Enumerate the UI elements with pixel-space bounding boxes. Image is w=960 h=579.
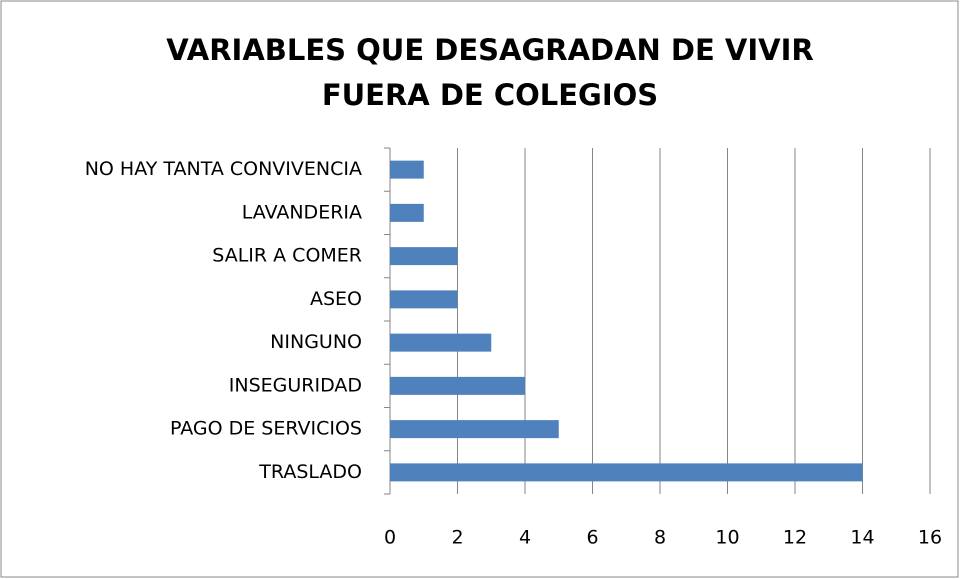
x-tick-label: 12 bbox=[783, 527, 807, 549]
chart-title: VARIABLES QUE DESAGRADAN DE VIVIR bbox=[166, 33, 813, 67]
chart-title: FUERA DE COLEGIOS bbox=[322, 78, 658, 112]
y-tick-label: NO HAY TANTA CONVIVENCIA bbox=[85, 158, 362, 180]
bar bbox=[390, 333, 492, 352]
x-tick-label: 4 bbox=[519, 527, 531, 549]
y-tick-label: ASEO bbox=[310, 288, 362, 310]
x-tick-label: 10 bbox=[715, 527, 739, 549]
y-tick-label: NINGUNO bbox=[270, 331, 362, 353]
bar bbox=[390, 420, 559, 439]
bar bbox=[390, 290, 458, 309]
x-tick-label: 2 bbox=[451, 527, 463, 549]
bar bbox=[390, 203, 424, 222]
bar bbox=[390, 376, 525, 395]
y-tick-label: PAGO DE SERVICIOS bbox=[170, 418, 362, 440]
x-tick-label: 0 bbox=[384, 527, 396, 549]
y-tick-label: TRASLADO bbox=[258, 461, 362, 483]
y-tick-label: SALIR A COMER bbox=[212, 245, 362, 267]
bar bbox=[390, 247, 458, 266]
y-tick-label: INSEGURIDAD bbox=[229, 374, 362, 396]
bar bbox=[390, 463, 863, 482]
x-tick-label: 8 bbox=[654, 527, 666, 549]
x-tick-label: 14 bbox=[850, 527, 874, 549]
bar bbox=[390, 160, 424, 179]
x-tick-label: 6 bbox=[586, 527, 598, 549]
x-tick-label: 16 bbox=[918, 527, 942, 549]
y-tick-label: LAVANDERIA bbox=[242, 201, 362, 223]
